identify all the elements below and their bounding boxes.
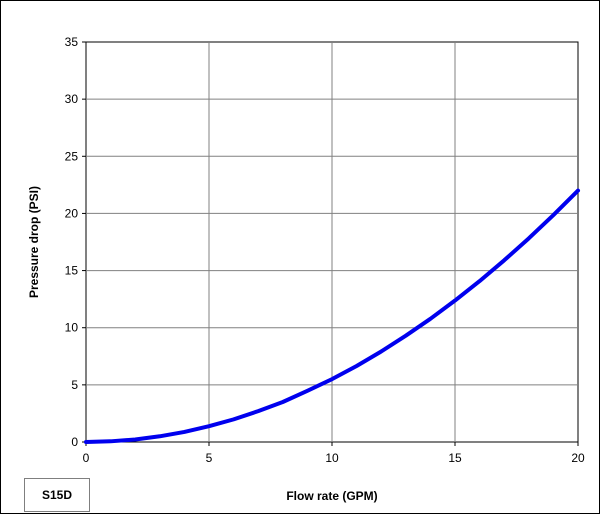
- axis-ticks: 0 5 10 15 20 0 5 10 15 20 25 30 35: [65, 35, 585, 465]
- y-tick-label: 25: [65, 149, 79, 163]
- x-tick-label: 0: [83, 451, 90, 465]
- model-tag: S15D: [24, 478, 90, 512]
- x-tick-label: 20: [571, 451, 585, 465]
- x-tick-label: 5: [206, 451, 213, 465]
- grid-lines: [82, 41, 579, 446]
- y-axis-title: Pressure drop (PSI): [27, 186, 41, 298]
- x-tick-label: 10: [325, 451, 339, 465]
- y-tick-label: 5: [71, 378, 78, 392]
- x-tick-label: 15: [448, 451, 462, 465]
- y-tick-label: 15: [65, 264, 79, 278]
- y-tick-label: 20: [65, 206, 79, 220]
- series-line: [84, 188, 580, 444]
- y-tick-label: 30: [65, 92, 79, 106]
- y-tick-label: 0: [71, 435, 78, 449]
- x-axis-title: Flow rate (GPM): [286, 489, 377, 503]
- y-tick-label: 10: [65, 321, 79, 335]
- y-tick-label: 35: [65, 35, 79, 49]
